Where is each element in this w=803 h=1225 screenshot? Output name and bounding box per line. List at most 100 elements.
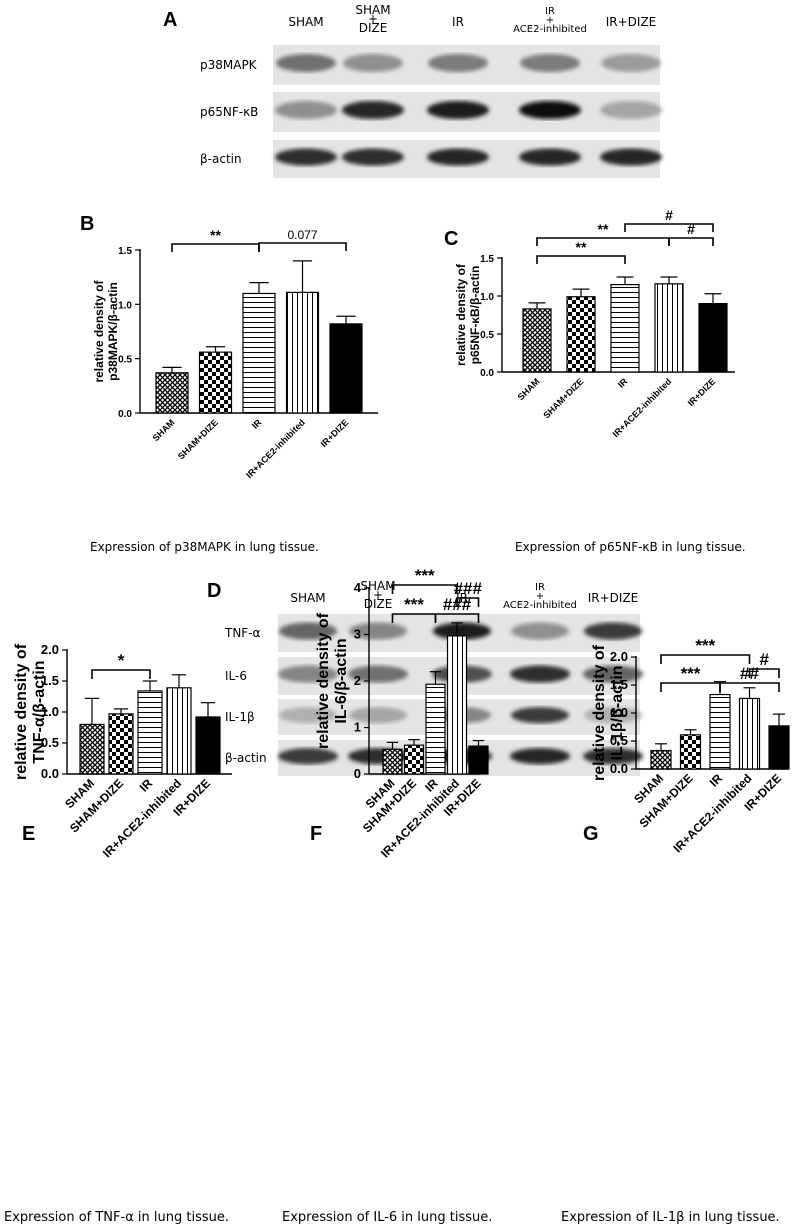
blot-row-label: p65NF-κB bbox=[200, 105, 258, 119]
blot-band bbox=[279, 707, 337, 724]
y-tick-label: 0.5 bbox=[41, 735, 59, 750]
blot-band bbox=[511, 622, 569, 640]
y-axis-label: relative density ofp38MAPK/β-actin bbox=[92, 279, 120, 382]
blot-band bbox=[520, 54, 580, 72]
lane-label-1: SHAM + DIZE bbox=[355, 3, 390, 35]
bar bbox=[79, 723, 105, 775]
significance-label: *** bbox=[404, 595, 424, 614]
significance-label: ** bbox=[576, 239, 587, 255]
significance-bracket bbox=[456, 597, 480, 607]
blot-row-label: p38MAPK bbox=[200, 58, 258, 72]
category-label: IR bbox=[616, 376, 630, 390]
y-tick-label: 1.5 bbox=[118, 246, 132, 257]
panel-letter-b: B bbox=[80, 213, 94, 235]
significance-label: ** bbox=[210, 227, 221, 243]
blot-row-label: TNF-α bbox=[224, 626, 261, 640]
bar bbox=[610, 284, 640, 373]
significance-label: *** bbox=[681, 664, 701, 683]
significance-label: # bbox=[665, 207, 673, 223]
bar bbox=[329, 323, 363, 414]
significance-label: ## bbox=[740, 664, 759, 683]
significance-label: ** bbox=[598, 221, 609, 237]
y-tick-label: 2.0 bbox=[41, 642, 59, 657]
blot-band bbox=[279, 622, 337, 640]
blot-band bbox=[583, 665, 643, 683]
significance-bracket bbox=[668, 237, 714, 246]
blot-band bbox=[349, 707, 407, 724]
bar bbox=[738, 697, 761, 770]
category-label: SHAM+DIZE bbox=[176, 417, 220, 461]
bar bbox=[468, 745, 489, 775]
bar bbox=[195, 716, 221, 775]
blot-band bbox=[601, 54, 661, 72]
lane-label-4: IR+DIZE bbox=[588, 591, 639, 605]
y-tick-label: 0.0 bbox=[480, 368, 494, 379]
y-tick-label: 0.5 bbox=[610, 733, 628, 748]
significance-bracket bbox=[719, 682, 780, 692]
blot-band bbox=[278, 665, 338, 683]
blot-band bbox=[343, 54, 403, 72]
bar bbox=[698, 303, 728, 373]
blot-band bbox=[510, 748, 570, 765]
blot-band bbox=[584, 622, 642, 640]
bar bbox=[654, 283, 684, 373]
significance-bracket bbox=[536, 255, 626, 264]
bar bbox=[425, 683, 446, 775]
western-blot-a: SHAM SHAM + DIZE IR IR + ACE2-inhibited IR+DIZE p… bbox=[200, 3, 662, 178]
blot-band bbox=[511, 707, 569, 724]
y-tick-label: 0.0 bbox=[118, 409, 132, 420]
blot-row-label: IL-1β bbox=[225, 710, 255, 724]
bar bbox=[768, 725, 790, 770]
y-tick-label: 1.5 bbox=[480, 254, 494, 265]
blot-band bbox=[428, 54, 488, 72]
category-label: IR bbox=[707, 771, 726, 790]
significance-bracket bbox=[91, 669, 151, 679]
y-tick-label: 0.0 bbox=[610, 761, 628, 776]
bar bbox=[137, 690, 163, 775]
significance-label: *** bbox=[415, 566, 435, 585]
bar bbox=[522, 308, 552, 373]
panel-letter-e: E bbox=[22, 823, 35, 845]
blot-band bbox=[427, 101, 489, 119]
panel-letter-d: D bbox=[207, 580, 221, 602]
blot-band bbox=[348, 665, 408, 683]
y-axis-label: relative density ofIL-1β/β-actin bbox=[591, 644, 626, 781]
blot-band bbox=[427, 148, 489, 166]
blot-band bbox=[519, 148, 581, 166]
bar bbox=[242, 292, 276, 414]
y-tick-label: 1.0 bbox=[41, 704, 59, 719]
significance-bracket bbox=[660, 654, 751, 664]
blot-band bbox=[342, 101, 404, 119]
panel-letter-g: G bbox=[583, 823, 599, 845]
bar bbox=[166, 687, 192, 775]
blot-band bbox=[342, 148, 404, 166]
y-tick-label: 1.5 bbox=[610, 677, 628, 692]
blot-band bbox=[600, 101, 662, 119]
y-tick-label: 0 bbox=[354, 766, 361, 781]
significance-label: ### bbox=[454, 579, 483, 598]
category-label: SHAM+DIZE bbox=[541, 376, 585, 420]
blot-band bbox=[349, 622, 407, 640]
y-tick-label: 1.5 bbox=[41, 673, 59, 688]
y-axis-label: relative density ofp65NF-κB/β-actin bbox=[454, 263, 482, 366]
significance-label: # bbox=[687, 221, 695, 237]
y-tick-label: 0.5 bbox=[480, 330, 494, 341]
category-label: IR+DIZE bbox=[319, 417, 351, 449]
y-tick-label: 4 bbox=[354, 580, 362, 595]
significance-bracket bbox=[258, 242, 347, 251]
bar bbox=[566, 296, 596, 373]
lane-label-1: SHAM + DIZE bbox=[360, 579, 395, 611]
y-tick-label: 0.5 bbox=[118, 355, 132, 366]
significance-bracket bbox=[536, 237, 670, 246]
bar bbox=[198, 351, 233, 414]
blot-band bbox=[583, 748, 643, 765]
bar bbox=[155, 372, 189, 414]
bar bbox=[650, 749, 672, 770]
bar bbox=[709, 693, 731, 770]
caption-e: Expression of TNF-α in lung tissue. bbox=[4, 1210, 229, 1225]
y-tick-label: 1.0 bbox=[118, 300, 132, 311]
bar bbox=[382, 748, 403, 775]
blot-band bbox=[275, 148, 337, 166]
